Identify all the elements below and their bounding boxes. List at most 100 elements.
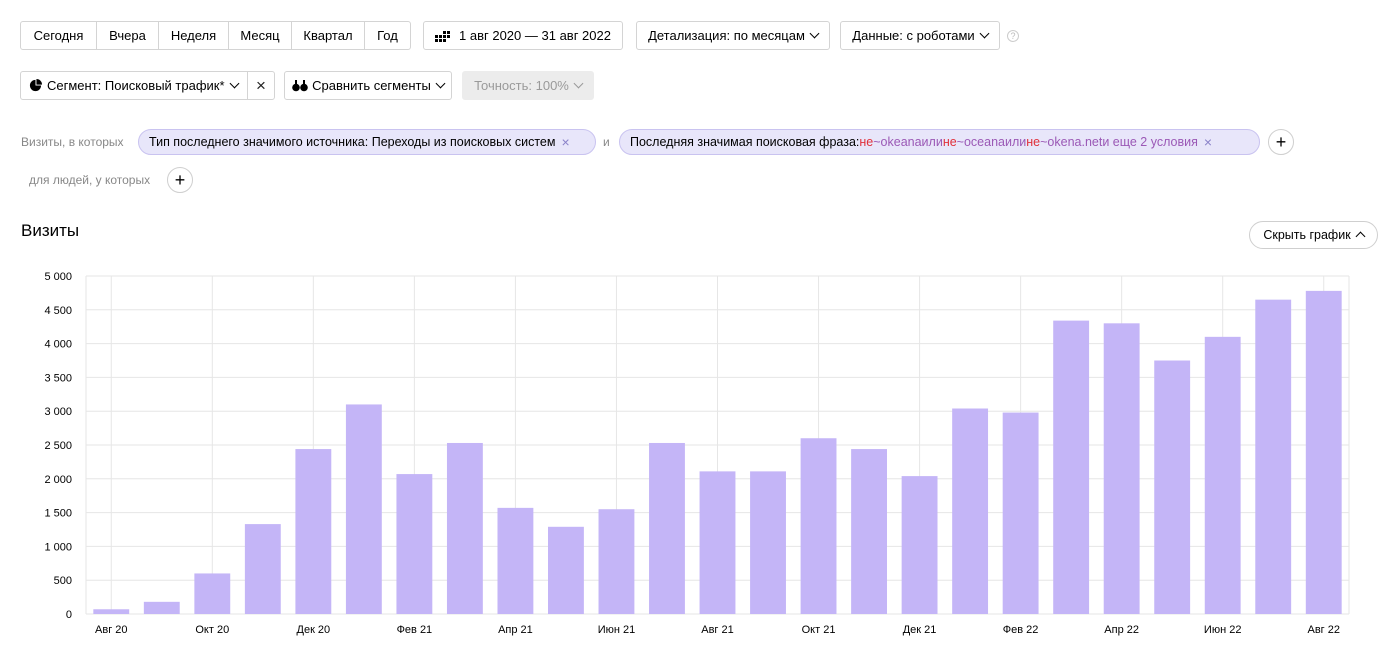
bar <box>1255 299 1292 614</box>
period-quarter-button[interactable]: Квартал <box>292 22 365 49</box>
segment-label: Сегмент: Поисковый трафик* <box>47 78 225 93</box>
y-tick-label: 2 000 <box>44 474 72 486</box>
chevron-down-icon <box>979 28 990 39</box>
bar <box>800 438 837 614</box>
x-tick-label: Окт 21 <box>802 624 836 636</box>
accuracy-label: Точность: 100% <box>474 78 569 93</box>
y-tick-label: 0 <box>66 609 72 621</box>
period-selector: Сегодня Вчера Неделя Месяц Квартал Год <box>20 21 411 50</box>
chevron-up-icon <box>1355 231 1366 242</box>
y-tick-label: 5 000 <box>44 271 72 283</box>
phrase-part: не <box>942 135 957 149</box>
period-week-button[interactable]: Неделя <box>159 22 229 49</box>
x-tick-label: Авг 20 <box>95 624 127 636</box>
filter-chip-search-phrase[interactable]: Последняя значимая поисковая фраза: не ~… <box>619 129 1260 155</box>
help-icon[interactable]: ? <box>1007 30 1019 42</box>
x-tick-label: Дек 20 <box>297 624 331 636</box>
bar <box>1053 320 1090 614</box>
period-yesterday-button[interactable]: Вчера <box>97 22 159 49</box>
filter-chip-phrase-prefix: Последняя значимая поисковая фраза: <box>630 135 860 149</box>
chevron-down-icon <box>809 28 820 39</box>
filter-chip-source-label: Тип последнего значимого источника: Пере… <box>149 135 556 149</box>
y-tick-label: 500 <box>54 575 72 587</box>
phrase-part: или <box>921 135 943 149</box>
date-range-button[interactable]: 1 авг 2020 — 31 авг 2022 <box>423 21 623 50</box>
bar <box>851 449 887 614</box>
y-tick-label: 1 500 <box>44 508 72 520</box>
close-icon[interactable]: × <box>1203 134 1213 150</box>
y-tick-label: 1 000 <box>44 541 72 553</box>
clear-segment-button[interactable]: × <box>256 75 266 95</box>
x-tick-label: Фев 21 <box>397 624 433 636</box>
phrase-part: не <box>859 135 874 149</box>
phrase-part: ~okena.net <box>1040 135 1103 149</box>
bar <box>446 442 483 614</box>
phrase-part: ~okeana <box>873 135 922 149</box>
bar <box>1154 360 1191 614</box>
y-tick-label: 3 500 <box>44 372 72 384</box>
phrase-part: или <box>1004 135 1027 149</box>
bar <box>396 474 433 614</box>
bar <box>93 609 130 614</box>
period-today-button[interactable]: Сегодня <box>21 22 97 49</box>
data-mode-label: Данные: с роботами <box>852 28 975 43</box>
period-month-button[interactable]: Месяц <box>229 22 292 49</box>
add-visit-filter-button[interactable]: + <box>1268 129 1294 155</box>
x-tick-label: Дек 21 <box>903 624 937 636</box>
segment-selector: Сегмент: Поисковый трафик* × <box>20 71 275 100</box>
bar <box>598 509 635 614</box>
bar <box>1305 290 1342 614</box>
hide-chart-label: Скрыть график <box>1263 228 1351 242</box>
x-tick-label: Июн 22 <box>1204 624 1242 636</box>
bar <box>699 471 736 614</box>
x-tick-label: Фев 22 <box>1003 624 1039 636</box>
add-people-filter-button[interactable]: + <box>167 167 193 193</box>
chevron-down-icon <box>573 78 584 89</box>
segment-dropdown[interactable]: Сегмент: Поисковый трафик* <box>21 72 248 99</box>
data-mode-dropdown[interactable]: Данные: с роботами <box>840 21 1000 50</box>
bar <box>1002 412 1039 614</box>
period-year-button[interactable]: Год <box>377 28 398 43</box>
y-tick-label: 4 500 <box>44 305 72 317</box>
date-range-label: 1 авг 2020 — 31 авг 2022 <box>459 28 611 43</box>
bar <box>244 524 281 614</box>
pie-chart-icon <box>29 79 42 92</box>
bar <box>952 408 989 614</box>
compare-segments-button[interactable]: Сравнить сегменты <box>284 71 452 100</box>
accuracy-dropdown[interactable]: Точность: 100% <box>462 71 594 100</box>
x-tick-label: Апр 22 <box>1104 624 1139 636</box>
y-tick-label: 4 000 <box>44 339 72 351</box>
bar <box>649 442 685 614</box>
y-tick-label: 3 000 <box>44 406 72 418</box>
phrase-more-conditions: и еще 2 условия <box>1102 135 1198 149</box>
filter-chip-source[interactable]: Тип последнего значимого источника: Пере… <box>138 129 596 155</box>
bar <box>1204 336 1241 614</box>
bar <box>750 471 786 614</box>
bar <box>901 476 938 614</box>
compare-icon <box>292 80 308 92</box>
bar <box>497 507 534 614</box>
detail-dropdown[interactable]: Детализация: по месяцам <box>636 21 830 50</box>
compare-segments-label: Сравнить сегменты <box>312 78 431 93</box>
bar <box>548 526 584 614</box>
phrase-part: ~oceana <box>956 135 1005 149</box>
x-tick-label: Апр 21 <box>498 624 533 636</box>
visits-bar-chart: 0 500 1 000 1 500 2 000 2 500 3 000 3 500 4 000 4… <box>44 271 1350 636</box>
close-icon[interactable]: × <box>561 134 570 150</box>
bar <box>1103 323 1140 614</box>
chevron-down-icon <box>435 78 446 89</box>
chart-title: Визиты <box>21 221 80 240</box>
x-tick-label: Авг 21 <box>701 624 733 636</box>
hide-chart-button[interactable]: Скрыть график <box>1249 221 1378 249</box>
detail-label: Детализация: по месяцам <box>648 28 805 43</box>
phrase-part: не <box>1026 135 1041 149</box>
people-filter-label: для людей, у которых <box>29 173 151 187</box>
x-tick-label: Окт 20 <box>195 624 229 636</box>
x-tick-label: Июн 21 <box>598 624 636 636</box>
bar <box>143 601 180 614</box>
bar <box>194 573 231 614</box>
and-label: и <box>603 135 610 149</box>
bar <box>295 449 332 614</box>
calendar-icon <box>435 30 451 42</box>
chevron-down-icon <box>229 78 239 89</box>
